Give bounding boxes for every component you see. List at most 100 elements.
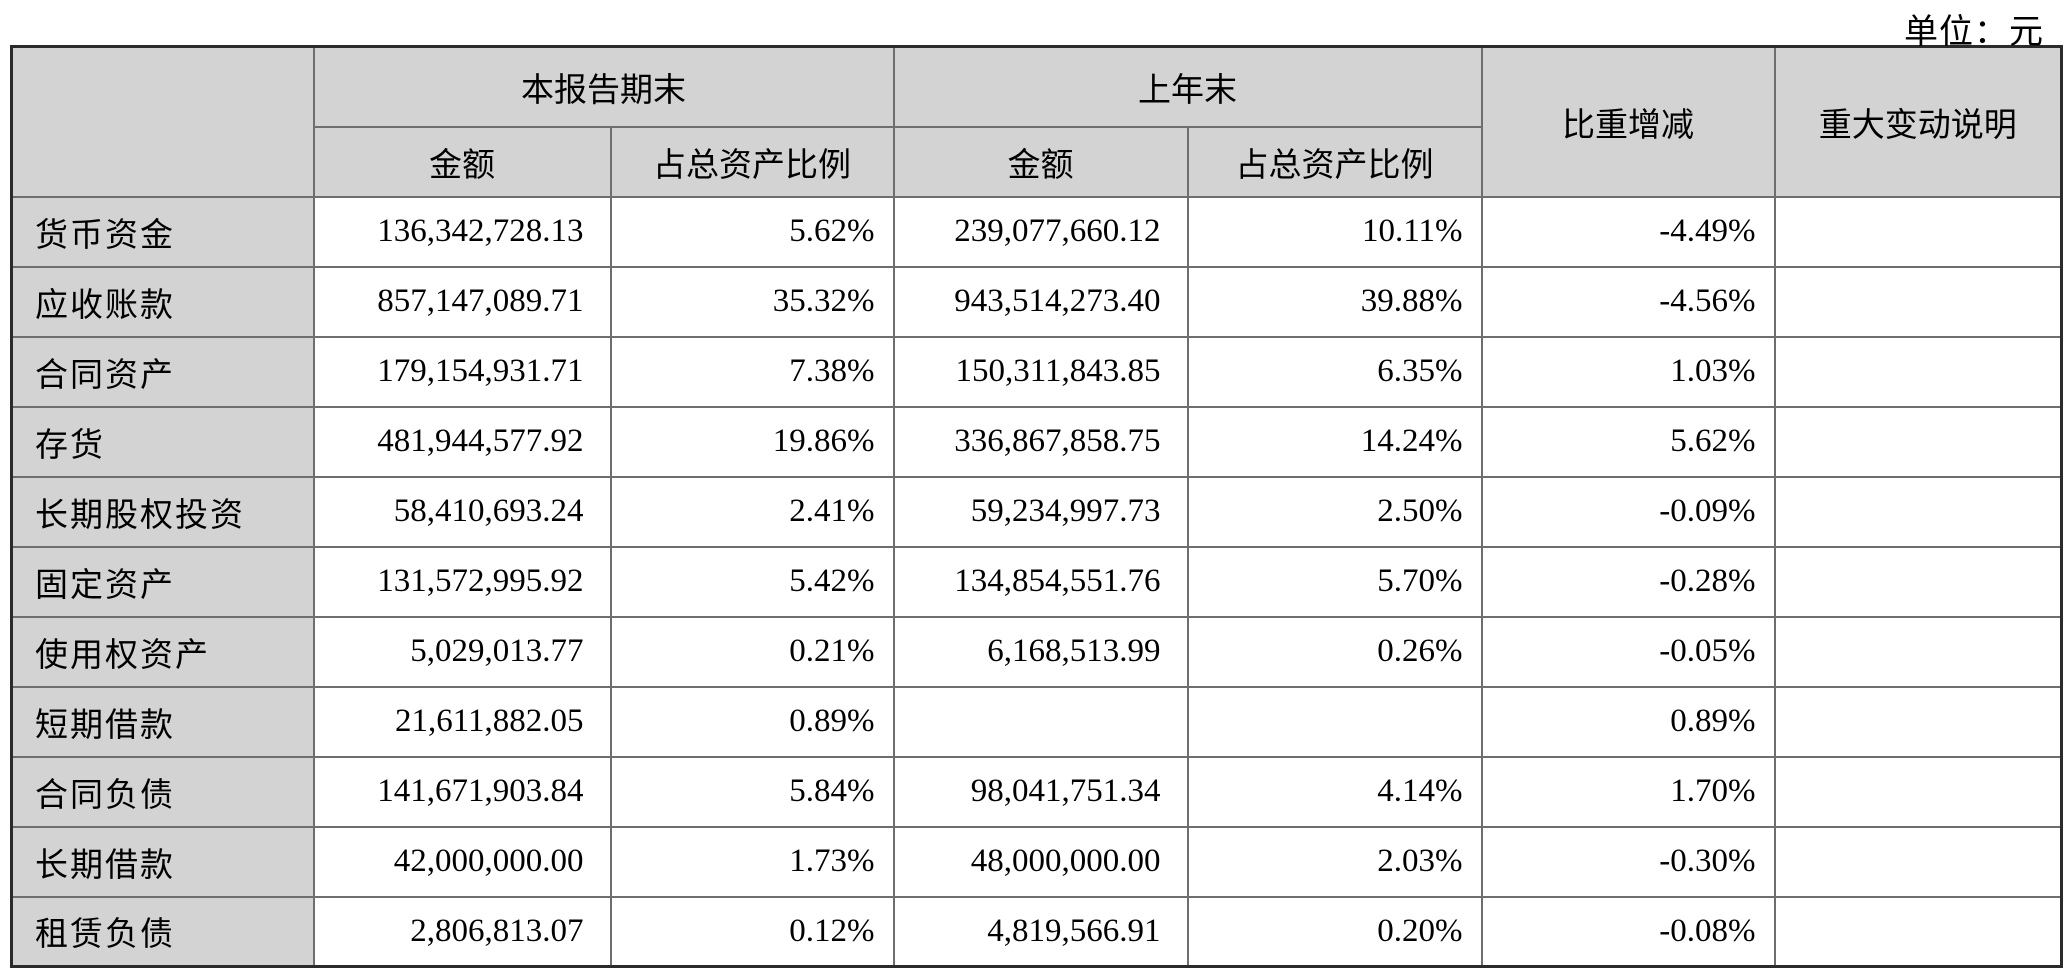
- cell-prior-amount: 239,077,660.12: [892, 195, 1189, 268]
- cell-current-amount: 481,944,577.92: [312, 405, 612, 478]
- cell-item: 租赁负债: [10, 895, 315, 968]
- cell-item: 长期股权投资: [10, 475, 315, 548]
- table-row: 合同负债 141,671,903.84 5.84% 98,041,751.34 …: [10, 755, 2063, 828]
- table-row: 货币资金 136,342,728.13 5.62% 239,077,660.12…: [10, 195, 2063, 268]
- cell-current-ratio: 0.89%: [609, 685, 895, 758]
- cell-prior-amount: 134,854,551.76: [892, 545, 1189, 618]
- cell-prior-amount: 336,867,858.75: [892, 405, 1189, 478]
- cell-prior-ratio: 39.88%: [1186, 265, 1483, 338]
- header-current-amount: 金额: [312, 125, 612, 198]
- cell-change: -0.08%: [1480, 895, 1776, 968]
- cell-prior-amount: 98,041,751.34: [892, 755, 1189, 828]
- header-item-blank: [10, 45, 315, 198]
- cell-prior-ratio: 10.11%: [1186, 195, 1483, 268]
- table-row: 存货 481,944,577.92 19.86% 336,867,858.75 …: [10, 405, 2063, 478]
- cell-current-amount: 141,671,903.84: [312, 755, 612, 828]
- cell-item: 使用权资产: [10, 615, 315, 688]
- header-prior-ratio: 占总资产比例: [1186, 125, 1483, 198]
- cell-prior-ratio: 14.24%: [1186, 405, 1483, 478]
- cell-current-amount: 179,154,931.71: [312, 335, 612, 408]
- cell-explanation: [1773, 755, 2063, 828]
- cell-current-amount: 131,572,995.92: [312, 545, 612, 618]
- cell-item: 合同负债: [10, 755, 315, 828]
- cell-current-ratio: 19.86%: [609, 405, 895, 478]
- cell-change: -4.56%: [1480, 265, 1776, 338]
- cell-prior-ratio: 5.70%: [1186, 545, 1483, 618]
- cell-current-ratio: 7.38%: [609, 335, 895, 408]
- cell-current-ratio: 0.12%: [609, 895, 895, 968]
- header-change: 比重增减: [1480, 45, 1776, 198]
- table-row: 应收账款 857,147,089.71 35.32% 943,514,273.4…: [10, 265, 2063, 338]
- header-current-period: 本报告期末: [312, 45, 895, 128]
- cell-current-ratio: 5.42%: [609, 545, 895, 618]
- cell-item: 应收账款: [10, 265, 315, 338]
- cell-change: -0.05%: [1480, 615, 1776, 688]
- table-row: 长期股权投资 58,410,693.24 2.41% 59,234,997.73…: [10, 475, 2063, 548]
- cell-item: 长期借款: [10, 825, 315, 898]
- cell-current-amount: 21,611,882.05: [312, 685, 612, 758]
- cell-item: 货币资金: [10, 195, 315, 268]
- cell-current-ratio: 35.32%: [609, 265, 895, 338]
- cell-current-ratio: 0.21%: [609, 615, 895, 688]
- cell-change: 1.03%: [1480, 335, 1776, 408]
- cell-current-amount: 42,000,000.00: [312, 825, 612, 898]
- cell-change: -4.49%: [1480, 195, 1776, 268]
- assets-liabilities-table: 本报告期末 上年末 比重增减 重大变动说明 金额 占总资产比例 金额 占总资产比…: [10, 45, 2063, 968]
- cell-explanation: [1773, 475, 2063, 548]
- table-row: 长期借款 42,000,000.00 1.73% 48,000,000.00 2…: [10, 825, 2063, 898]
- cell-explanation: [1773, 265, 2063, 338]
- cell-change: 5.62%: [1480, 405, 1776, 478]
- cell-current-ratio: 1.73%: [609, 825, 895, 898]
- cell-item: 合同资产: [10, 335, 315, 408]
- cell-prior-amount: 6,168,513.99: [892, 615, 1189, 688]
- cell-current-ratio: 5.84%: [609, 755, 895, 828]
- cell-current-ratio: 2.41%: [609, 475, 895, 548]
- table-row: 合同资产 179,154,931.71 7.38% 150,311,843.85…: [10, 335, 2063, 408]
- cell-change: -0.30%: [1480, 825, 1776, 898]
- cell-explanation: [1773, 825, 2063, 898]
- cell-prior-amount: [892, 685, 1189, 758]
- header-prior-amount: 金额: [892, 125, 1189, 198]
- cell-current-amount: 5,029,013.77: [312, 615, 612, 688]
- cell-prior-amount: 943,514,273.40: [892, 265, 1189, 338]
- header-row-measures: 金额 占总资产比例 金额 占总资产比例: [12, 125, 2062, 198]
- cell-current-amount: 857,147,089.71: [312, 265, 612, 338]
- table-row: 租赁负债 2,806,813.07 0.12% 4,819,566.91 0.2…: [10, 895, 2063, 968]
- cell-current-amount: 136,342,728.13: [312, 195, 612, 268]
- cell-current-amount: 2,806,813.07: [312, 895, 612, 968]
- cell-change: -0.28%: [1480, 545, 1776, 618]
- cell-change: 1.70%: [1480, 755, 1776, 828]
- cell-prior-ratio: 2.50%: [1186, 475, 1483, 548]
- cell-prior-ratio: 4.14%: [1186, 755, 1483, 828]
- table-row: 短期借款 21,611,882.05 0.89% 0.89%: [10, 685, 2063, 758]
- cell-item: 存货: [10, 405, 315, 478]
- cell-prior-amount: 48,000,000.00: [892, 825, 1189, 898]
- cell-explanation: [1773, 615, 2063, 688]
- cell-current-ratio: 5.62%: [609, 195, 895, 268]
- cell-item: 短期借款: [10, 685, 315, 758]
- cell-prior-ratio: 0.20%: [1186, 895, 1483, 968]
- header-row-periods: 本报告期末 上年末 比重增减 重大变动说明: [10, 45, 2063, 198]
- cell-explanation: [1773, 195, 2063, 268]
- cell-prior-ratio: 0.26%: [1186, 615, 1483, 688]
- header-current-ratio: 占总资产比例: [609, 125, 895, 198]
- cell-explanation: [1773, 895, 2063, 968]
- unit-label: 单位：元: [1904, 14, 2044, 51]
- table-row: 固定资产 131,572,995.92 5.42% 134,854,551.76…: [10, 545, 2063, 618]
- cell-prior-ratio: [1186, 685, 1483, 758]
- cell-explanation: [1773, 685, 2063, 758]
- cell-explanation: [1773, 545, 2063, 618]
- cell-item: 固定资产: [10, 545, 315, 618]
- cell-prior-ratio: 6.35%: [1186, 335, 1483, 408]
- cell-prior-amount: 59,234,997.73: [892, 475, 1189, 548]
- header-explanation: 重大变动说明: [1773, 45, 2063, 198]
- cell-change: 0.89%: [1480, 685, 1776, 758]
- cell-prior-amount: 4,819,566.91: [892, 895, 1189, 968]
- cell-prior-amount: 150,311,843.85: [892, 335, 1189, 408]
- cell-explanation: [1773, 405, 2063, 478]
- cell-explanation: [1773, 335, 2063, 408]
- cell-change: -0.09%: [1480, 475, 1776, 548]
- cell-current-amount: 58,410,693.24: [312, 475, 612, 548]
- cell-prior-ratio: 2.03%: [1186, 825, 1483, 898]
